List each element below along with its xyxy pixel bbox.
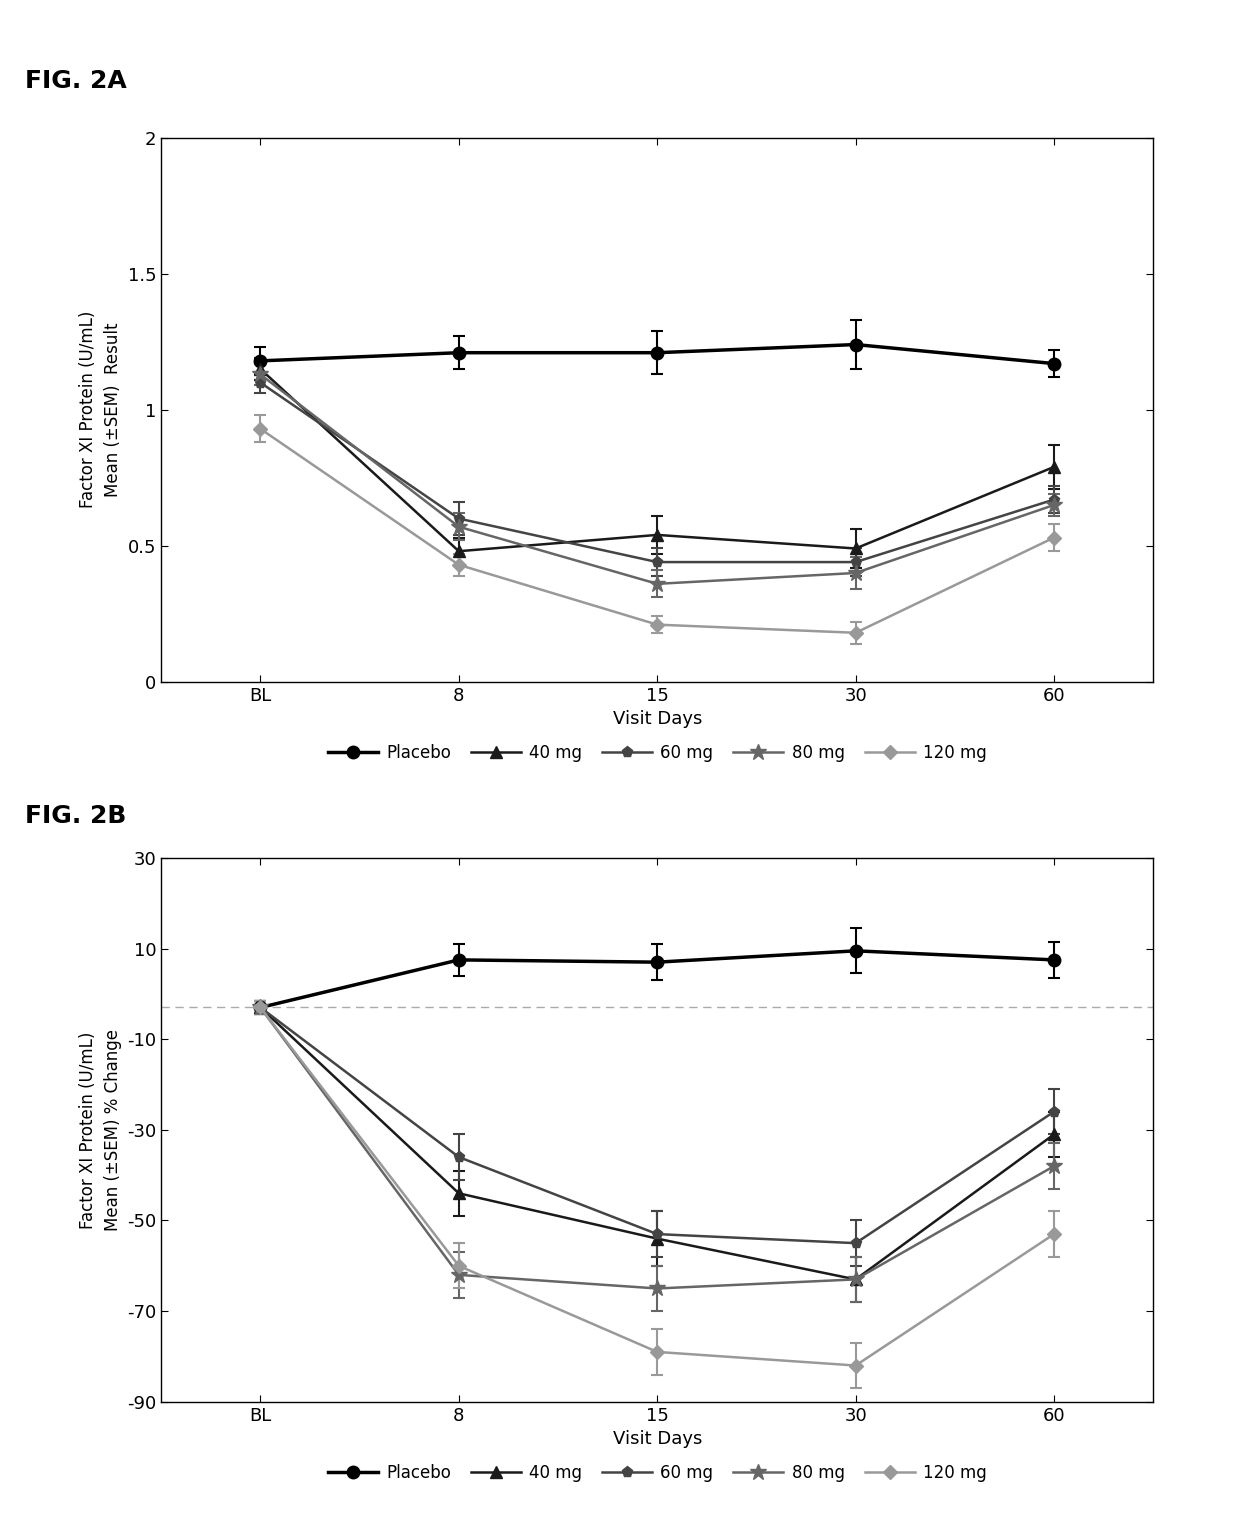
Text: FIG. 2B: FIG. 2B — [25, 804, 126, 829]
Legend: Placebo, 40 mg, 60 mg, 80 mg, 120 mg: Placebo, 40 mg, 60 mg, 80 mg, 120 mg — [321, 737, 993, 769]
Legend: Placebo, 40 mg, 60 mg, 80 mg, 120 mg: Placebo, 40 mg, 60 mg, 80 mg, 120 mg — [321, 1457, 993, 1489]
X-axis label: Visit Days: Visit Days — [613, 711, 702, 728]
Y-axis label: Factor XI Protein (U/mL)
Mean (±SEM)  Result: Factor XI Protein (U/mL) Mean (±SEM) Res… — [79, 311, 123, 509]
Y-axis label: Factor XI Protein (U/mL)
Mean (±SEM) % Change: Factor XI Protein (U/mL) Mean (±SEM) % C… — [78, 1030, 122, 1230]
X-axis label: Visit Days: Visit Days — [613, 1431, 702, 1448]
Text: FIG. 2A: FIG. 2A — [25, 69, 126, 93]
